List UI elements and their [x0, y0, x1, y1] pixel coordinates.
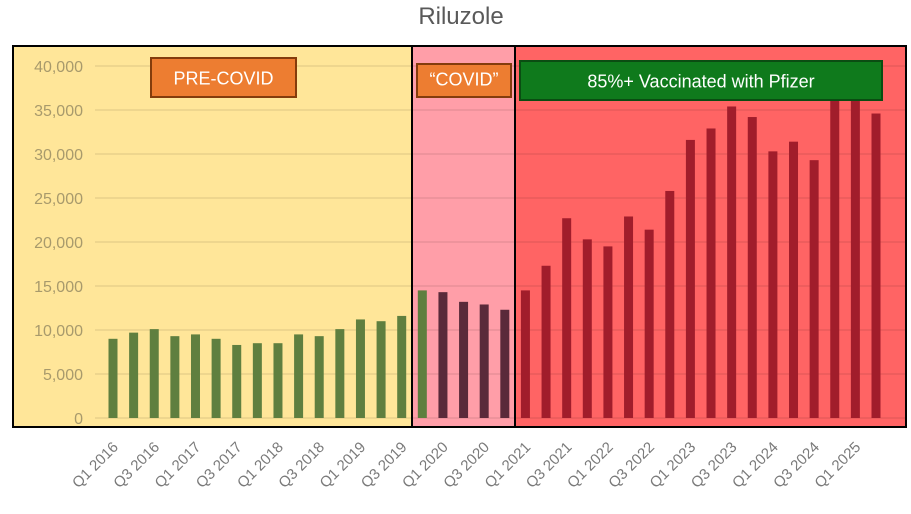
- y-tick-label: 30,000: [34, 147, 83, 164]
- bar-q1-2020: [438, 292, 448, 418]
- bar-q3-2023: [727, 106, 737, 418]
- bar-q3-2022: [644, 229, 654, 418]
- region-label-box-2: [416, 63, 512, 98]
- bar-q2-2025: [871, 113, 881, 419]
- bar-q4-2024: [830, 98, 840, 418]
- y-tick-label: 20,000: [34, 235, 83, 252]
- bar-q4-2023: [747, 117, 757, 418]
- region-label-box-3: [519, 60, 883, 101]
- bar-q3-2016: [149, 329, 159, 418]
- y-tick-label: 0: [74, 411, 83, 428]
- bar-q4-2020: [500, 309, 510, 418]
- y-tick-label: 5,000: [43, 367, 83, 384]
- x-tick-label: Q1 2025: [811, 439, 864, 492]
- bar-q2-2022: [624, 216, 634, 418]
- y-tick-label: 25,000: [34, 191, 83, 208]
- bar-q1-2019: [355, 319, 365, 418]
- bar-q3-2018: [314, 336, 324, 418]
- bar-q4-2016: [170, 336, 180, 418]
- bar-q4-2019: [417, 290, 427, 418]
- y-tick-label: 40,000: [34, 59, 83, 76]
- bar-q1-2024: [768, 151, 778, 419]
- bar-q3-2020: [479, 304, 489, 418]
- bar-q3-2021: [562, 218, 572, 418]
- plot-border: [12, 45, 907, 428]
- region-label-2: “COVID”: [430, 70, 499, 90]
- bar-q3-2024: [809, 160, 819, 418]
- bar-q4-2018: [335, 329, 345, 418]
- bar-q4-2021: [582, 239, 592, 418]
- bar-q2-2017: [211, 338, 221, 418]
- y-tick-label: 35,000: [34, 103, 83, 120]
- region-label-1: PRE-COVID: [173, 69, 273, 89]
- bar-q2-2020: [459, 301, 469, 418]
- bar-q1-2016: [108, 338, 118, 418]
- bar-q1-2017: [190, 334, 200, 418]
- bar-q3-2017: [232, 344, 242, 418]
- bar-q3-2019: [397, 315, 407, 418]
- bar-q2-2021: [541, 265, 551, 418]
- region-label-box-1: [150, 57, 297, 98]
- bar-q1-2025: [850, 95, 860, 419]
- chart-title: Riluzole: [418, 3, 503, 30]
- bar-q1-2018: [273, 343, 283, 418]
- region-label-3: 85%+ Vaccinated with Pfizer: [587, 71, 814, 91]
- bar-q2-2024: [789, 141, 799, 418]
- bar-q2-2023: [706, 128, 716, 419]
- y-tick-label: 10,000: [34, 323, 83, 340]
- bar-q2-2018: [294, 334, 304, 418]
- bar-q1-2023: [685, 139, 695, 419]
- bar-q1-2021: [520, 290, 530, 418]
- y-tick-label: 15,000: [34, 279, 83, 296]
- bar-q4-2017: [252, 343, 262, 418]
- bar-q2-2016: [129, 332, 139, 418]
- bar-q1-2022: [603, 246, 613, 418]
- bar-q2-2019: [376, 321, 386, 418]
- bar-q4-2022: [665, 190, 675, 418]
